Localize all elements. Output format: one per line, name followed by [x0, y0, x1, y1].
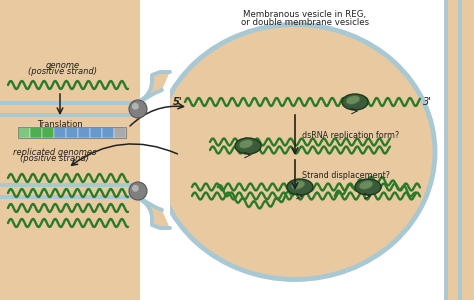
- Ellipse shape: [235, 138, 261, 154]
- Bar: [42, 127, 54, 138]
- Ellipse shape: [359, 181, 373, 189]
- Ellipse shape: [355, 179, 381, 195]
- Bar: [90, 127, 102, 138]
- Bar: [0, 0, 140, 300]
- Bar: [446, 0, 474, 300]
- Bar: [54, 127, 66, 138]
- Ellipse shape: [155, 25, 435, 280]
- Text: 5': 5': [173, 97, 183, 107]
- Text: dsRNA replication form?: dsRNA replication form?: [302, 130, 399, 140]
- Polygon shape: [140, 72, 170, 228]
- Circle shape: [129, 182, 147, 200]
- Ellipse shape: [346, 96, 360, 104]
- Text: genome: genome: [46, 61, 80, 70]
- Polygon shape: [0, 72, 170, 115]
- Bar: [30, 127, 42, 138]
- Ellipse shape: [287, 179, 313, 195]
- Circle shape: [132, 103, 139, 110]
- Circle shape: [132, 185, 139, 192]
- Text: Translation: Translation: [37, 120, 83, 129]
- Text: (positive strand): (positive strand): [20, 154, 90, 163]
- Bar: [18, 127, 30, 138]
- Ellipse shape: [342, 94, 368, 110]
- Text: (positive strand): (positive strand): [28, 67, 98, 76]
- Bar: [78, 127, 90, 138]
- Bar: [114, 127, 126, 138]
- Ellipse shape: [291, 181, 305, 189]
- Bar: [66, 127, 78, 138]
- Polygon shape: [0, 185, 170, 228]
- Text: Membranous vesicle in REG,: Membranous vesicle in REG,: [244, 10, 366, 19]
- Text: replicated genomes: replicated genomes: [13, 148, 97, 157]
- Text: 3': 3': [423, 97, 432, 107]
- Bar: [102, 127, 114, 138]
- Text: Strand displacement?: Strand displacement?: [302, 170, 390, 179]
- Ellipse shape: [239, 140, 253, 148]
- Circle shape: [129, 100, 147, 118]
- Text: or double membrane vesicles: or double membrane vesicles: [241, 18, 369, 27]
- Bar: [18, 127, 126, 138]
